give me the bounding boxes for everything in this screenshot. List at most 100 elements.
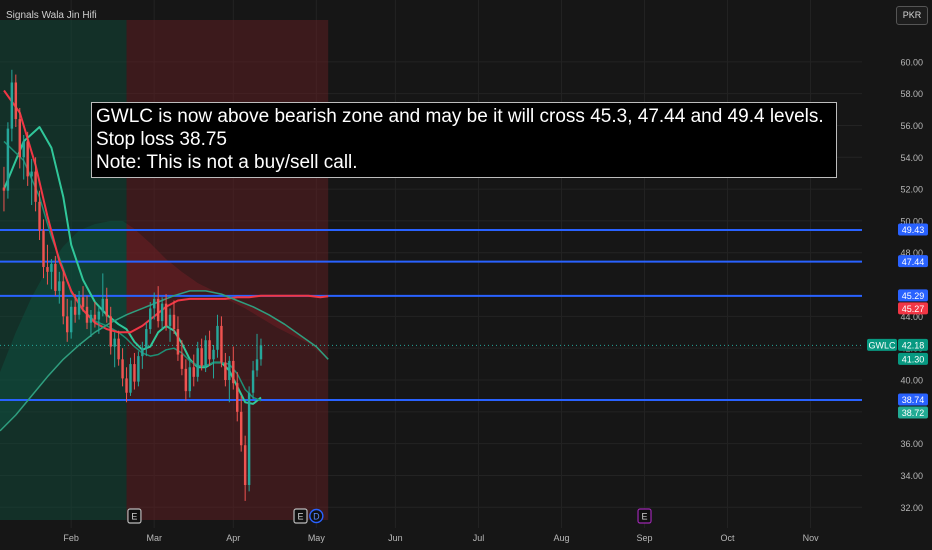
candle-body xyxy=(81,297,85,307)
candle-body xyxy=(129,364,132,393)
candle-body xyxy=(216,325,219,350)
candle-body xyxy=(22,141,25,158)
candle-body xyxy=(69,306,73,333)
cloud-bullish xyxy=(0,220,127,431)
candle-body xyxy=(251,370,255,393)
candle-body xyxy=(255,359,259,371)
price-tick-label: 50.00 xyxy=(900,216,923,226)
candle-body xyxy=(239,411,243,446)
price-label-text: 41.30 xyxy=(902,355,925,365)
price-tick-label: 34.00 xyxy=(900,471,923,481)
candle-body xyxy=(204,340,207,366)
candle-body xyxy=(34,171,37,202)
candle-body xyxy=(113,338,116,347)
candle-body xyxy=(73,306,77,315)
price-label-box xyxy=(898,302,928,315)
candle-body xyxy=(125,378,128,393)
candle-body xyxy=(152,298,156,309)
currency-button[interactable]: PKR xyxy=(896,6,928,25)
time-tick-label: Jul xyxy=(473,533,485,543)
price-label-box xyxy=(898,223,928,236)
candle-body xyxy=(6,128,10,191)
price-tick-label: 32.00 xyxy=(900,503,923,513)
earnings-marker xyxy=(127,508,142,524)
price-tick-label: 44.00 xyxy=(900,312,923,322)
candle-body xyxy=(93,314,97,320)
candle-body xyxy=(46,267,49,272)
price-tick-label: 54.00 xyxy=(900,153,923,163)
candle-body xyxy=(208,340,211,360)
event-marker-label: D xyxy=(313,512,320,522)
candle-body xyxy=(117,338,120,360)
candle-body xyxy=(121,359,124,379)
candle-body xyxy=(232,360,235,384)
time-tick-label: Jun xyxy=(388,533,403,543)
annotation-line-1: GWLC is now above bearish zone and may b… xyxy=(96,106,824,127)
candle-body xyxy=(192,367,195,377)
candle-body xyxy=(164,303,168,326)
candle-body xyxy=(58,281,61,291)
candle-body xyxy=(50,263,53,272)
candle-body xyxy=(101,298,105,312)
price-tick-label: 58.00 xyxy=(900,89,923,99)
price-label-box xyxy=(898,406,928,419)
price-labels: 49.43 47.44 45.29 45.27 42.18 GWLC 41.30 38.74 3… xyxy=(867,223,928,419)
candles xyxy=(2,69,263,501)
candle-body xyxy=(137,356,140,382)
price-label-text: 38.74 xyxy=(902,395,925,405)
price-label-box xyxy=(898,393,928,406)
candle-body xyxy=(212,349,215,360)
symbol-label-box xyxy=(867,338,897,351)
candle-body xyxy=(156,298,160,322)
annotation-line-2: Stop loss 38.75 xyxy=(96,129,227,150)
price-label-text: 47.44 xyxy=(902,257,925,267)
price-tick-label: 40.00 xyxy=(900,376,923,386)
price-tick-label: 56.00 xyxy=(900,121,923,131)
annotation-line-3: Note: This is not a buy/sell call. xyxy=(96,152,358,173)
candle-body xyxy=(243,445,247,485)
earnings-marker xyxy=(637,508,652,524)
cloud-bearish xyxy=(126,223,329,360)
time-tick-label: Apr xyxy=(226,533,240,543)
candle-body xyxy=(247,392,251,485)
candle-body xyxy=(172,314,176,330)
annotation-box[interactable]: GWLC is now above bearish zone and may b… xyxy=(91,102,837,178)
dividend-marker xyxy=(309,508,324,524)
candle-body xyxy=(62,281,65,317)
candle-body xyxy=(77,297,81,315)
horizontal-levels[interactable] xyxy=(0,228,862,402)
candle-body xyxy=(259,345,263,360)
time-tick-label: Nov xyxy=(803,533,820,543)
price-label-box xyxy=(898,255,928,268)
price-tick-label: 36.00 xyxy=(900,439,923,449)
candle-body xyxy=(228,360,231,380)
price-label-text: 38.72 xyxy=(902,408,925,418)
candle-body xyxy=(196,348,199,377)
time-axis[interactable]: Feb Mar Apr May Jun Jul Aug Sep Oct Nov xyxy=(63,533,819,543)
price-label-text: 45.29 xyxy=(902,291,925,301)
candle-body xyxy=(176,329,180,355)
candle-body xyxy=(145,329,148,349)
price-tick-label: 60.00 xyxy=(900,57,923,67)
candle-body xyxy=(26,141,29,177)
candle-body xyxy=(14,82,18,120)
candle-body xyxy=(168,314,172,326)
candle-body xyxy=(224,362,227,380)
candle-body xyxy=(2,187,6,191)
candle-body xyxy=(65,316,69,333)
candle-body xyxy=(30,171,33,177)
candle-body xyxy=(200,348,203,366)
symbol-label-text: GWLC xyxy=(869,341,897,351)
candle-body xyxy=(97,311,101,320)
candle-body xyxy=(105,298,108,317)
candle-body xyxy=(236,383,239,412)
candle-body xyxy=(180,354,184,369)
brand-label: Signals Wala Jin Hifi xyxy=(6,10,97,21)
line-ma-red xyxy=(3,89,329,334)
price-label-box xyxy=(898,352,928,365)
time-tick-label: Oct xyxy=(721,533,736,543)
candle-body xyxy=(42,230,45,268)
price-axis[interactable]: 32.0034.0036.0038.0040.0042.0044.0048.00… xyxy=(900,57,923,512)
